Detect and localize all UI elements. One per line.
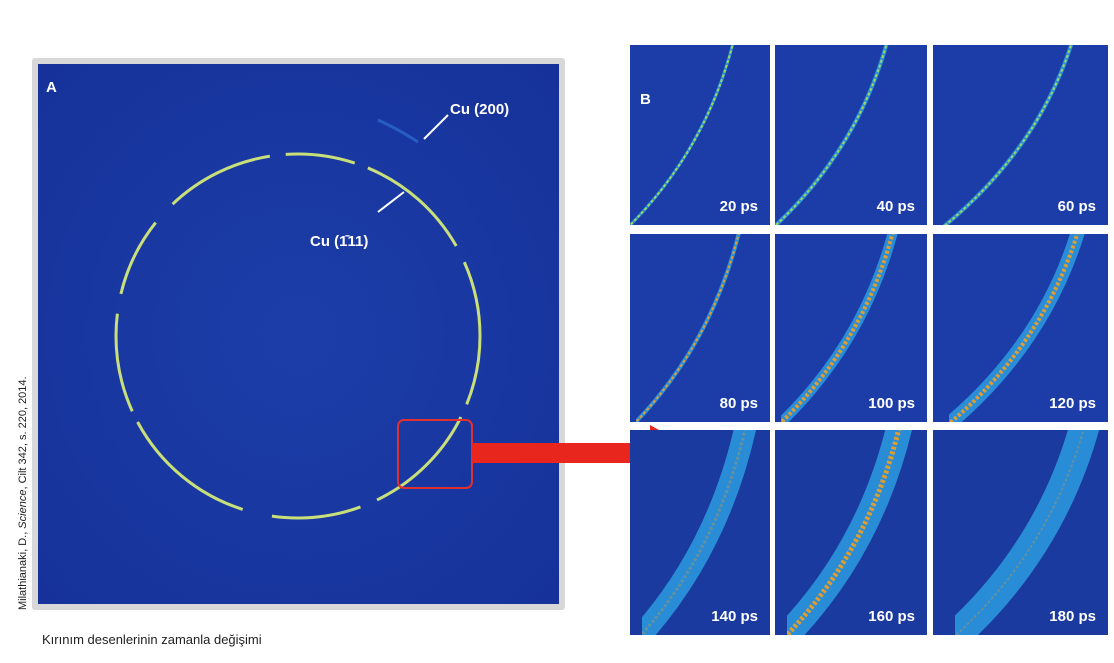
- figure: A Cu (200) Cu (1̄11) 20 ps 40 ps 60 ps 80 p…: [0, 0, 1114, 658]
- frame-label: 20 ps: [720, 198, 758, 215]
- frame-label: 120 ps: [1049, 395, 1096, 412]
- frame-label: 60 ps: [1058, 198, 1096, 215]
- annotation: Cu (200): [450, 101, 509, 118]
- panel-label: A: [46, 79, 57, 96]
- annotation: Cu (1̄11): [310, 233, 368, 250]
- credit-journal: Science: [17, 490, 29, 529]
- frame-label: 40 ps: [877, 198, 915, 215]
- frame: [933, 234, 1108, 422]
- panel-label: B: [640, 91, 651, 108]
- frame: [630, 234, 770, 422]
- credit: Milathianaki, D., Science, Cilt 342, s. …: [17, 376, 29, 610]
- credit-author: Milathianaki, D.,: [17, 529, 29, 610]
- caption: Kırınım desenlerinin zamanla değişimi: [42, 632, 262, 647]
- frame-label: 80 ps: [720, 395, 758, 412]
- frame-label: 100 ps: [868, 395, 915, 412]
- frame-label: 160 ps: [868, 608, 915, 625]
- frame-label: 140 ps: [711, 608, 758, 625]
- frame-label: 180 ps: [1049, 608, 1096, 625]
- credit-rest: , Cilt 342, s. 220, 2014.: [17, 376, 29, 489]
